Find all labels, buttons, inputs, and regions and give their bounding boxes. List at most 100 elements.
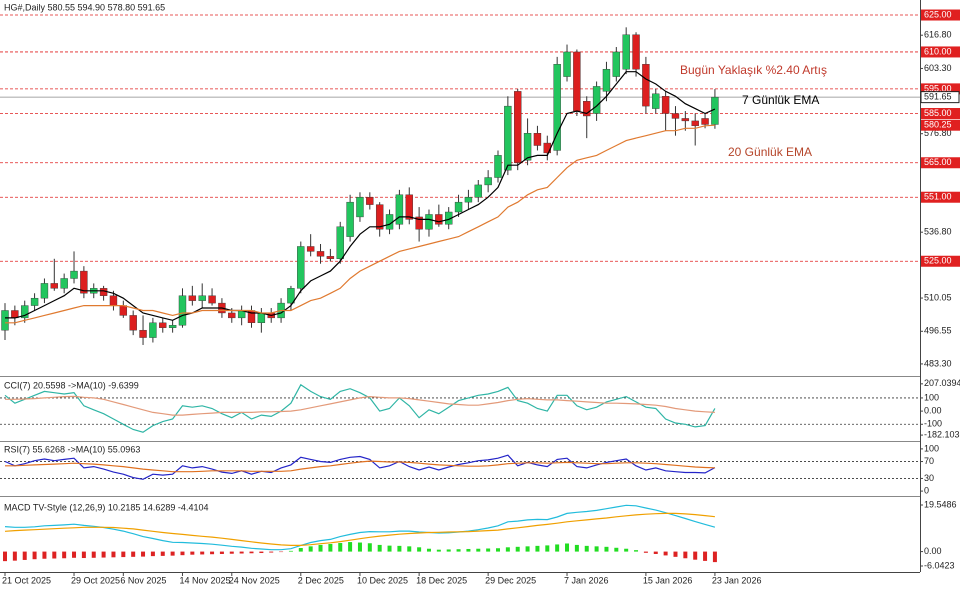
histogram-bar bbox=[426, 548, 431, 552]
candle-body bbox=[306, 246, 315, 252]
histogram-bar bbox=[91, 551, 96, 558]
candle-body bbox=[543, 142, 551, 154]
y-tick-label: 100 bbox=[924, 392, 939, 402]
candle-body bbox=[474, 184, 482, 198]
candle-body bbox=[464, 197, 473, 203]
indicator-line bbox=[5, 460, 715, 473]
candle-body bbox=[119, 305, 128, 316]
candle-body bbox=[40, 283, 49, 299]
x-tick-label: 15 Jan 2026 bbox=[643, 575, 693, 585]
x-tick-label: 7 Jan 2026 bbox=[564, 575, 609, 585]
level-label: 595.00 bbox=[924, 83, 952, 93]
histogram-bar bbox=[505, 547, 510, 552]
x-tick-label: 29 Dec 2025 bbox=[485, 575, 536, 585]
histogram-bar bbox=[436, 549, 441, 552]
candle-body bbox=[642, 64, 650, 107]
level-label-box bbox=[921, 191, 960, 203]
y-tick-label: 70 bbox=[924, 456, 934, 466]
histogram-bar bbox=[555, 544, 560, 552]
histogram-bar bbox=[377, 544, 382, 552]
y-tick-label: 0.00 bbox=[924, 546, 942, 556]
histogram-bar bbox=[200, 551, 205, 555]
candle-body bbox=[139, 329, 147, 338]
histogram-bar bbox=[239, 551, 244, 554]
histogram-bar bbox=[160, 551, 165, 556]
y-tick-label: 207.0394 bbox=[924, 378, 960, 388]
histogram-bar bbox=[387, 545, 392, 552]
level-label: 610.00 bbox=[924, 46, 952, 56]
marker-label: 580.25 bbox=[924, 120, 952, 130]
x-tick-label: 29 Oct 2025 bbox=[71, 575, 120, 585]
histogram-bar bbox=[367, 543, 372, 552]
candle-body bbox=[681, 118, 690, 122]
histogram-bar bbox=[229, 551, 234, 554]
histogram-bar bbox=[535, 545, 540, 552]
candle-body bbox=[701, 118, 709, 125]
level-label: 551.00 bbox=[924, 192, 952, 202]
x-tick-label: 14 Nov 2025 bbox=[179, 575, 230, 585]
candle-body bbox=[632, 34, 640, 70]
histogram-bar bbox=[328, 543, 333, 552]
candle-body bbox=[366, 197, 374, 205]
y-tick-label: -6.0423 bbox=[924, 560, 955, 570]
histogram-bar bbox=[614, 547, 619, 552]
candle-body bbox=[573, 51, 581, 112]
x-tick-label: 10 Dec 2025 bbox=[357, 575, 408, 585]
candle-body bbox=[592, 86, 601, 114]
histogram-bar bbox=[604, 546, 609, 552]
histogram-bar bbox=[249, 551, 254, 554]
level-label-box bbox=[921, 255, 960, 267]
histogram-bar bbox=[703, 551, 708, 561]
panel-title: MACD TV-Style (12,26,9) 10.2185 14.6289 … bbox=[4, 502, 208, 512]
y-tick-label: 0.00 bbox=[924, 405, 942, 415]
candle-body bbox=[523, 133, 532, 161]
candle-body bbox=[129, 315, 137, 331]
histogram-bar bbox=[624, 548, 629, 552]
y-tick-label: 483.30 bbox=[924, 358, 952, 368]
histogram-bar bbox=[141, 551, 146, 557]
candle-body bbox=[425, 214, 433, 230]
x-tick-label: 18 Dec 2025 bbox=[416, 575, 467, 585]
histogram-bar bbox=[62, 551, 67, 559]
candle-body bbox=[435, 214, 443, 225]
candle-body bbox=[405, 194, 413, 220]
level-label-box bbox=[921, 108, 960, 120]
histogram-bar bbox=[219, 551, 224, 554]
histogram-bar bbox=[298, 548, 303, 552]
candle-body bbox=[70, 270, 78, 279]
last-price-label: 591.65 bbox=[924, 92, 952, 102]
candle-body bbox=[208, 295, 216, 304]
candle-body bbox=[622, 34, 630, 70]
candle-body bbox=[287, 288, 295, 304]
x-tick-label: 2 Dec 2025 bbox=[298, 575, 344, 585]
histogram-bar bbox=[584, 545, 589, 552]
candle-body bbox=[375, 204, 384, 230]
x-tick-label: 6 Nov 2025 bbox=[120, 575, 166, 585]
y-tick-label: 100 bbox=[924, 443, 939, 453]
candle-body bbox=[652, 93, 660, 109]
candle-body bbox=[30, 297, 39, 306]
histogram-bar bbox=[653, 551, 658, 554]
indicator-line bbox=[5, 395, 715, 416]
indicator-line bbox=[4, 454, 716, 480]
histogram-bar bbox=[150, 551, 155, 557]
y-tick-label: 616.80 bbox=[924, 30, 952, 40]
candle-body bbox=[109, 295, 118, 306]
candle-body bbox=[514, 91, 522, 163]
histogram-bar bbox=[693, 551, 698, 560]
candle-body bbox=[602, 68, 611, 92]
level-label: 565.00 bbox=[924, 157, 952, 167]
annotation: Bugün Yaklaşık %2.40 Artış bbox=[680, 63, 827, 77]
histogram-bar bbox=[545, 545, 550, 552]
y-tick-label: 576.80 bbox=[924, 128, 952, 138]
candle-body bbox=[326, 256, 335, 259]
candle-body bbox=[583, 100, 591, 117]
candle-body bbox=[356, 197, 364, 218]
candle-body bbox=[553, 64, 561, 151]
histogram-bar bbox=[407, 546, 412, 552]
histogram-bar bbox=[12, 551, 17, 561]
y-tick-label: -100 bbox=[924, 419, 942, 429]
histogram-bar bbox=[22, 551, 27, 560]
